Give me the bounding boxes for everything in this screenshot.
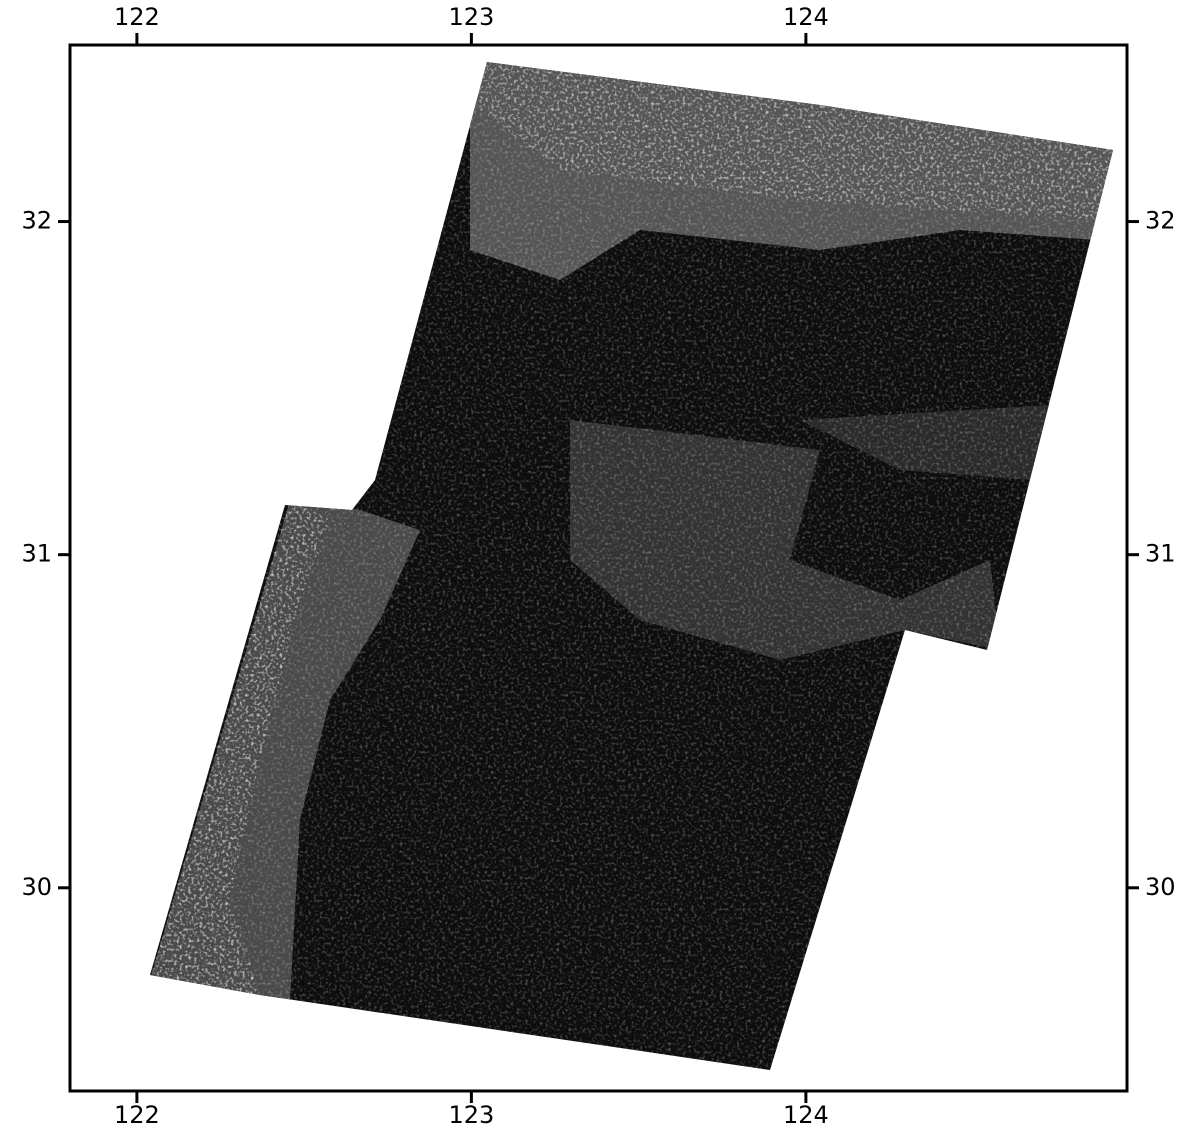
x-tick-label-top: 124 bbox=[783, 3, 829, 31]
y-tick-label-right: 32 bbox=[1145, 207, 1176, 235]
x-tick-label-bottom: 124 bbox=[783, 1101, 829, 1129]
page: 122122123123124124303031313232 (() => { … bbox=[0, 0, 1196, 1133]
sar-image bbox=[100, 40, 1150, 1100]
x-tick-label-top: 122 bbox=[114, 3, 160, 31]
x-tick-label-bottom: 123 bbox=[448, 1101, 494, 1129]
y-tick-label-right: 31 bbox=[1145, 540, 1176, 568]
y-tick-label-left: 30 bbox=[21, 873, 52, 901]
y-tick-label-right: 30 bbox=[1145, 873, 1176, 901]
x-tick-label-top: 123 bbox=[448, 3, 494, 31]
y-tick-label-left: 32 bbox=[21, 207, 52, 235]
x-tick-label-bottom: 122 bbox=[114, 1101, 160, 1129]
y-tick-label-left: 31 bbox=[21, 540, 52, 568]
map: 122 122 123 123 124 124 30 30 31 31 32 32 bbox=[0, 0, 1196, 1133]
